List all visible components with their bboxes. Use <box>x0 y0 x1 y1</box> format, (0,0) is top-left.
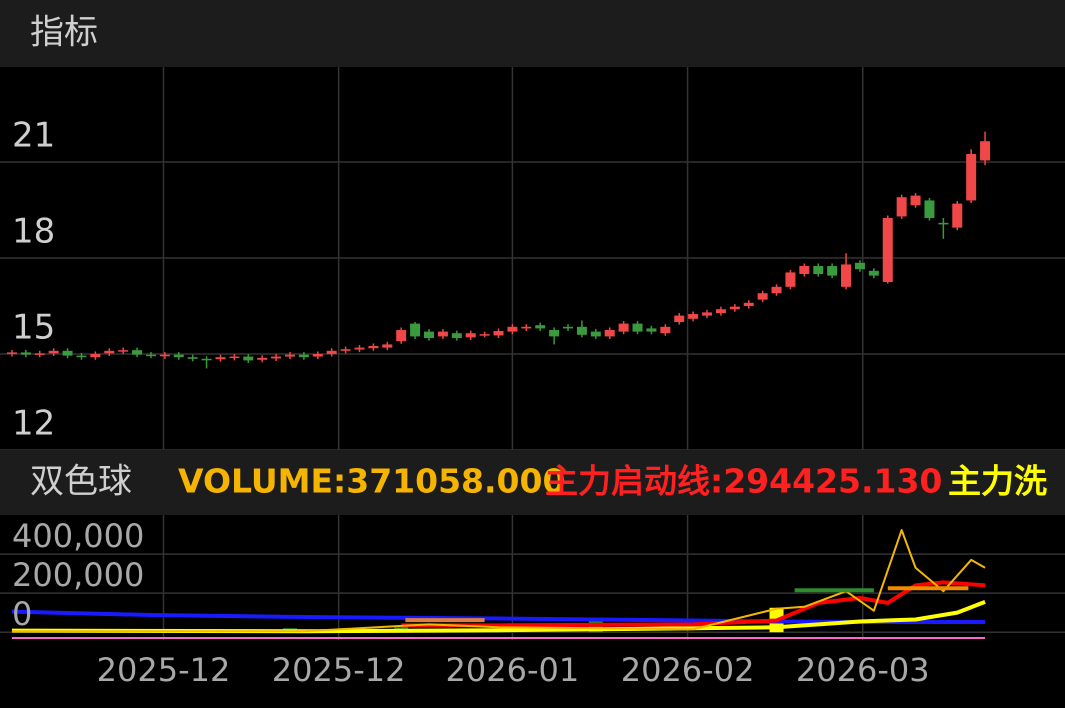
indicator-value: VOLUME:371058.000 <box>178 462 565 501</box>
candle-body <box>479 334 490 336</box>
candle-body <box>354 347 365 350</box>
candle-body <box>215 357 226 360</box>
candle-body <box>549 330 560 337</box>
candle-body <box>465 333 476 338</box>
candle-body <box>76 355 87 358</box>
candle-body <box>646 328 657 332</box>
candle-body <box>48 350 59 354</box>
candle-body <box>924 200 935 219</box>
y-tick-label: 15 <box>12 308 55 348</box>
candle-body <box>632 323 643 332</box>
y-tick-label: 12 <box>12 404 55 444</box>
indicator-value: 主力洗 <box>948 462 1047 501</box>
indicator-line <box>11 600 986 634</box>
candle-body <box>368 346 379 349</box>
candle-body <box>757 293 768 300</box>
candle-body <box>201 358 212 361</box>
indicator-name[interactable]: 双色球 <box>30 462 132 502</box>
candle-body <box>507 326 518 332</box>
candle-body <box>396 330 407 342</box>
candle-body <box>854 262 865 270</box>
indicator-texts: 双色球 VOLUME:371058.000 主力启动线:294425.130 主… <box>30 462 1047 502</box>
indicator-line <box>401 580 986 628</box>
candle-body <box>563 326 574 329</box>
candle-body <box>451 333 462 339</box>
candle-body <box>521 326 532 329</box>
candle-body <box>62 350 73 356</box>
x-tick-label: 2026-02 <box>621 651 755 689</box>
candle-body <box>243 356 254 361</box>
candle-body <box>827 266 838 276</box>
candle-body <box>743 302 754 307</box>
candle-body <box>340 349 351 351</box>
x-tick-label: 2026-01 <box>446 651 580 689</box>
candle-body <box>229 356 240 359</box>
header-bar <box>0 0 1065 67</box>
candle-body <box>882 218 893 283</box>
candle-body <box>688 314 699 319</box>
x-tick-label: 2025-12 <box>272 651 406 689</box>
candle-body <box>576 326 587 335</box>
candle-body <box>382 344 393 348</box>
candle-body <box>966 154 977 201</box>
candle-body <box>660 326 671 334</box>
candle-body <box>841 264 852 287</box>
candle-body <box>938 222 949 225</box>
y-tick-label: 200,000 <box>12 556 144 594</box>
x-tick-label: 2025-12 <box>97 651 231 689</box>
header-title: 指标 <box>30 13 98 53</box>
candle-body <box>799 266 810 275</box>
candle-body <box>312 354 323 357</box>
candle-body <box>145 354 156 357</box>
candle-body <box>424 331 435 339</box>
candle-body <box>604 330 615 337</box>
candle-body <box>20 352 31 355</box>
candle-body <box>868 270 879 276</box>
candle-body <box>187 357 198 359</box>
candle-body <box>590 331 601 337</box>
volume-chart <box>0 515 1065 640</box>
candle-body <box>284 354 295 357</box>
x-tick-label: 2026-03 <box>796 651 930 689</box>
price-axis: 12 15 18 21 <box>12 116 55 444</box>
candle-body <box>785 272 796 287</box>
volume-axis: 2025-12 2025-12 2026-01 2026-02 2026-03 0200,… <box>12 517 930 689</box>
candle-body <box>34 353 45 355</box>
candle-body <box>410 323 421 337</box>
candle-body <box>952 203 963 228</box>
candle-body <box>132 350 143 355</box>
candle-body <box>980 141 991 161</box>
candle-body <box>104 350 115 354</box>
candle-body <box>118 350 129 352</box>
candle-body <box>437 331 448 337</box>
candle-body <box>326 350 337 355</box>
candle-body <box>159 354 170 357</box>
indicator-bar[interactable] <box>0 450 1065 515</box>
candle-body <box>6 352 17 355</box>
candle-body <box>715 309 726 314</box>
candle-body <box>173 354 184 358</box>
y-tick-label: 21 <box>12 116 55 156</box>
candle-body <box>702 312 713 316</box>
y-tick-label: 18 <box>12 212 55 252</box>
indicator-value: 主力启动线:294425.130 <box>545 462 942 501</box>
price-chart <box>0 67 1065 450</box>
candle-body <box>271 356 282 359</box>
candle-body <box>771 286 782 294</box>
candle-body <box>535 325 546 329</box>
candle-body <box>674 315 685 323</box>
y-tick-label: 400,000 <box>12 517 144 555</box>
candle-body <box>618 323 629 332</box>
candle-body <box>910 195 921 206</box>
candle-body <box>298 354 309 358</box>
candle-body <box>90 354 101 358</box>
candle-body <box>729 306 740 310</box>
candle-body <box>813 266 824 275</box>
y-tick-label: 0 <box>12 595 32 633</box>
candle-body <box>896 197 907 217</box>
candle-body <box>493 330 504 336</box>
candle-body <box>257 357 268 360</box>
